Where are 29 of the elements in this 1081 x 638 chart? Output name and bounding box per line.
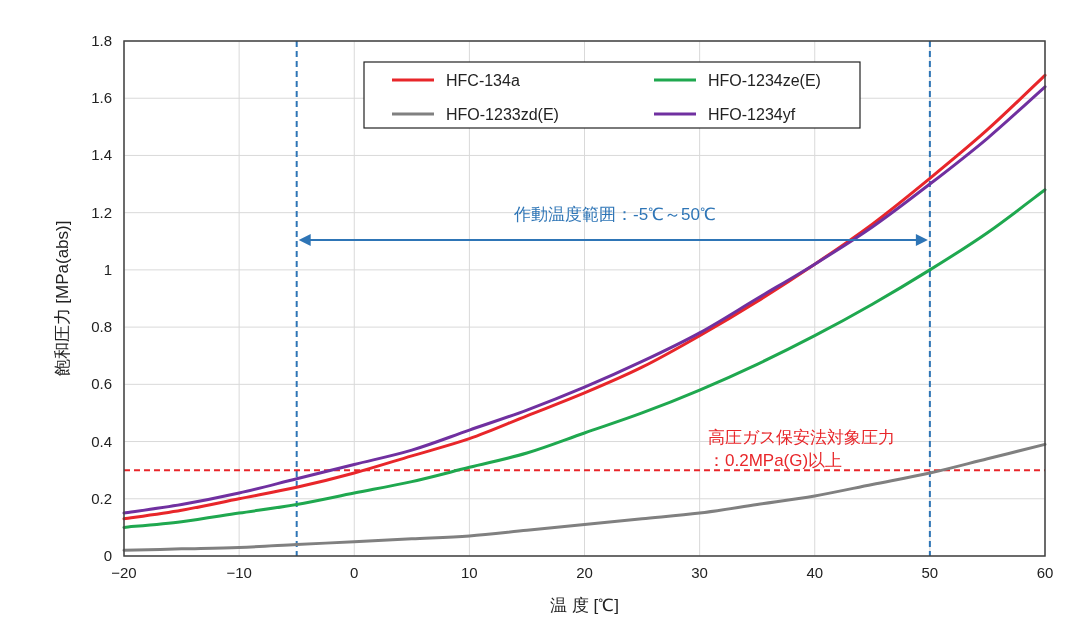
y-tick-label: 1 <box>103 260 112 278</box>
y-tick-label: 1.4 <box>91 146 112 164</box>
x-tick-label: 30 <box>691 564 708 581</box>
y-tick-label: 0.8 <box>91 318 112 336</box>
x-tick-label: 40 <box>806 564 824 581</box>
annotation: 高圧ガス保安法対象圧力 <box>708 428 895 447</box>
x-tick-label: −10 <box>226 564 252 581</box>
y-tick-label: 0.2 <box>91 489 112 507</box>
x-axis-title: 温 度 [℃] <box>550 596 619 615</box>
legend-label: HFO-1234yf <box>708 106 796 123</box>
y-tick-label: 1.2 <box>91 203 112 221</box>
x-tick-label: 50 <box>921 564 939 581</box>
x-tick-label: 20 <box>576 564 593 581</box>
x-tick-label: 10 <box>461 564 478 581</box>
annotation: ：0.2MPa(G)以上 <box>708 451 843 470</box>
x-tick-label: 0 <box>350 564 359 581</box>
y-tick-label: 1.6 <box>91 89 112 107</box>
annotation: 作動温度範囲：-5℃～50℃ <box>512 205 717 224</box>
y-axis-title: 飽和圧力 [MPa(abs)] <box>53 220 72 377</box>
legend-label: HFO-1233zd(E) <box>446 106 559 123</box>
y-tick-label: 0 <box>103 547 112 564</box>
y-tick-label: 0.6 <box>91 375 112 393</box>
legend-label: HFO-1234ze(E) <box>708 72 821 89</box>
legend-label: HFC-134a <box>446 72 520 89</box>
x-tick-label: −20 <box>111 564 137 581</box>
x-tick-label: 60 <box>1036 564 1054 581</box>
line-series <box>122 188 1047 529</box>
y-tick-label: 1.8 <box>91 32 112 49</box>
y-tick-label: 0.4 <box>91 432 112 450</box>
